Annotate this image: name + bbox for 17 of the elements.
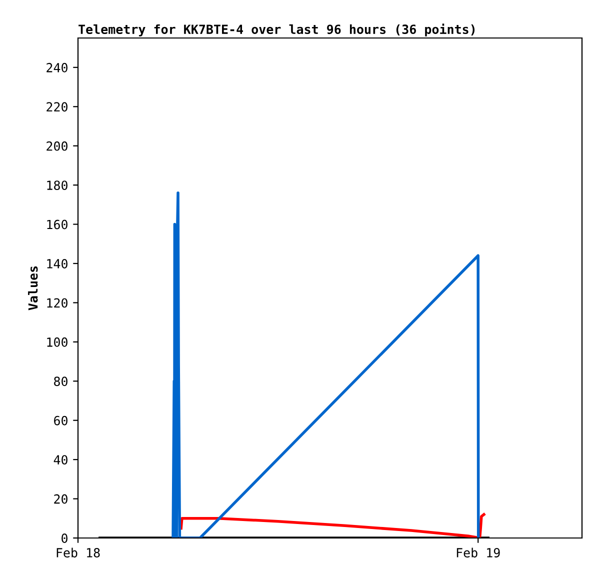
y-tick-label: 40 (54, 455, 68, 465)
y-tick-label: 60 (54, 416, 68, 426)
y-tick-label: 200 (46, 141, 68, 151)
y-tick-label: 220 (46, 102, 68, 112)
y-tick-label: 140 (47, 258, 68, 268)
y-axis-title: Values (28, 266, 38, 310)
y-tick-label: 80 (54, 376, 68, 386)
y-tick-label: 160 (47, 220, 68, 230)
y-tick-label: 20 (54, 494, 68, 504)
x-tick-label: Feb 19 (456, 548, 500, 558)
y-tick-label: 180 (47, 180, 68, 190)
chart-title: Telemetry for KK7BTE-4 over last 96 hours (36 points) (78, 24, 475, 36)
y-tick-label: 120 (47, 298, 68, 308)
y-tick-label: 240 (46, 62, 68, 72)
y-tick-label: 100 (47, 337, 68, 347)
x-tick-label: Feb 18 (56, 548, 100, 558)
y-tick-label: 0 (62, 534, 68, 543)
